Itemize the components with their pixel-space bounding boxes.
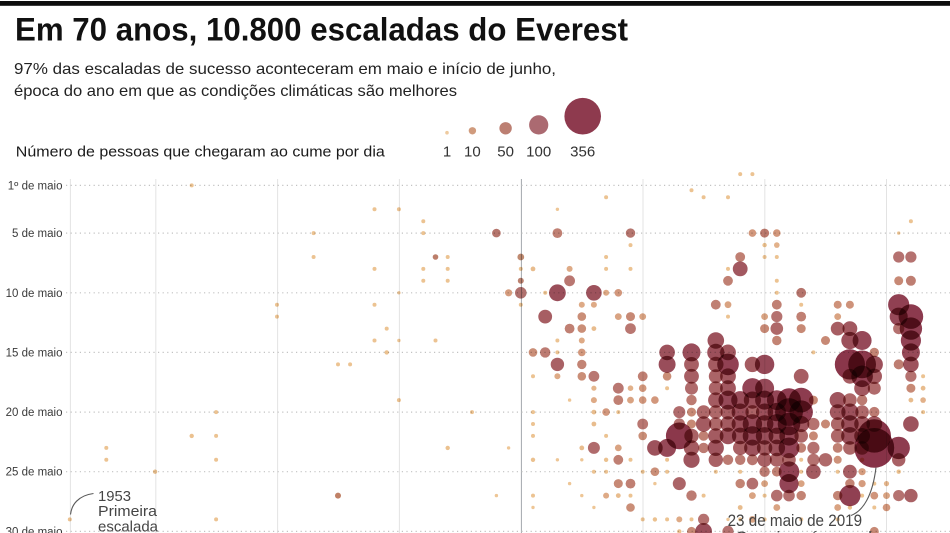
svg-text:Em 70 anos, 10.800 escaladas d: Em 70 anos, 10.800 escaladas do Everest [15,12,628,48]
svg-text:23 de maio de 2019: 23 de maio de 2019 [728,511,863,530]
svg-text:1: 1 [443,144,451,161]
svg-text:25 de maio: 25 de maio [6,467,63,479]
svg-text:356: 356 [570,144,595,161]
svg-text:escalada: escalada [98,520,159,533]
svg-text:10 de maio: 10 de maio [6,288,63,300]
svg-text:20 de maio: 20 de maio [6,407,63,419]
svg-text:97% das escaladas de sucesso a: 97% das escaladas de sucesso aconteceram… [14,61,556,78]
svg-text:Primeira: Primeira [98,504,158,520]
svg-text:15 de maio: 15 de maio [6,347,63,359]
svg-text:O maior número de: O maior número de [735,528,881,533]
svg-text:50: 50 [497,144,514,161]
svg-text:época do ano em que as condiçõ: época do ano em que as condições climáti… [14,83,457,100]
svg-text:5 de maio: 5 de maio [12,228,63,240]
svg-text:10: 10 [464,144,481,161]
svg-text:1953: 1953 [98,489,131,505]
svg-text:30 de maio: 30 de maio [6,526,63,533]
svg-text:1º de maio: 1º de maio [8,180,63,192]
svg-text:100: 100 [526,144,551,161]
svg-text:Número de pessoas que chegaram: Número de pessoas que chegaram ao cume p… [16,144,386,161]
